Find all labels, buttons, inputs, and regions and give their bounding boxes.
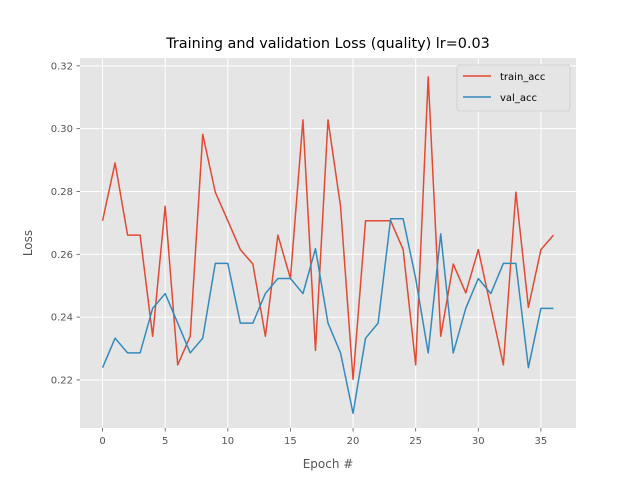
data-point-val-acc bbox=[452, 352, 454, 354]
data-point-val-acc bbox=[252, 322, 254, 324]
data-point-val-acc bbox=[377, 322, 379, 324]
data-point-train-acc bbox=[540, 248, 542, 250]
data-point-val-acc bbox=[139, 352, 141, 354]
data-point-val-acc bbox=[264, 292, 266, 294]
data-point-train-acc bbox=[302, 119, 304, 121]
data-point-train-acc bbox=[452, 263, 454, 265]
data-point-val-acc bbox=[314, 247, 316, 249]
data-point-val-acc bbox=[164, 292, 166, 294]
data-point-train-acc bbox=[515, 191, 517, 193]
x-axis-label: Epoch # bbox=[303, 457, 354, 471]
data-point-val-acc bbox=[227, 262, 229, 264]
data-point-train-acc bbox=[101, 219, 103, 221]
x-tick-label: 15 bbox=[284, 436, 297, 447]
data-point-val-acc bbox=[101, 366, 103, 368]
y-tick-label: 0.32 bbox=[51, 61, 73, 72]
data-point-val-acc bbox=[189, 352, 191, 354]
data-point-val-acc bbox=[515, 262, 517, 264]
data-point-val-acc bbox=[327, 322, 329, 324]
data-point-val-acc bbox=[302, 292, 304, 294]
data-point-val-acc bbox=[502, 262, 504, 264]
y-tick-label: 0.30 bbox=[51, 124, 73, 135]
data-point-val-acc bbox=[427, 352, 429, 354]
data-point-train-acc bbox=[239, 248, 241, 250]
data-point-train-acc bbox=[214, 191, 216, 193]
x-tick-label: 35 bbox=[535, 436, 548, 447]
series-lines bbox=[101, 76, 555, 414]
data-point-train-acc bbox=[314, 349, 316, 351]
data-point-train-acc bbox=[552, 234, 554, 236]
x-tick-label: 25 bbox=[409, 436, 422, 447]
y-tick-label: 0.28 bbox=[51, 187, 73, 198]
y-axis-label: Loss bbox=[21, 230, 35, 256]
data-point-val-acc bbox=[176, 322, 178, 324]
data-point-val-acc bbox=[389, 218, 391, 220]
data-point-train-acc bbox=[502, 364, 504, 366]
data-point-train-acc bbox=[339, 205, 341, 207]
legend: train_acc val_acc bbox=[456, 64, 571, 112]
x-tick-label: 5 bbox=[162, 436, 168, 447]
data-point-train-acc bbox=[264, 335, 266, 337]
data-point-train-acc bbox=[377, 219, 379, 221]
data-point-train-acc bbox=[364, 219, 366, 221]
series-line-val-acc bbox=[101, 218, 554, 414]
data-point-train-acc bbox=[352, 378, 354, 380]
data-point-train-acc bbox=[164, 205, 166, 207]
plot-area bbox=[80, 58, 576, 428]
data-point-val-acc bbox=[202, 337, 204, 339]
data-point-train-acc bbox=[440, 335, 442, 337]
data-point-val-acc bbox=[414, 277, 416, 279]
data-point-val-acc bbox=[364, 337, 366, 339]
data-point-train-acc bbox=[139, 234, 141, 236]
data-point-train-acc bbox=[427, 76, 429, 78]
data-point-val-acc bbox=[352, 412, 354, 414]
data-point-val-acc bbox=[277, 277, 279, 279]
data-point-train-acc bbox=[252, 263, 254, 265]
y-tick-label: 0.24 bbox=[51, 313, 73, 324]
data-point-train-acc bbox=[477, 248, 479, 250]
data-point-val-acc bbox=[527, 366, 529, 368]
y-tick-label: 0.26 bbox=[51, 250, 73, 261]
data-point-val-acc bbox=[151, 307, 153, 309]
data-point-train-acc bbox=[490, 306, 492, 308]
y-tick-label: 0.22 bbox=[51, 375, 73, 386]
data-point-val-acc bbox=[289, 277, 291, 279]
x-tick-label: 30 bbox=[472, 436, 485, 447]
data-point-train-acc bbox=[227, 219, 229, 221]
x-tick-label: 20 bbox=[347, 436, 360, 447]
data-point-val-acc bbox=[114, 337, 116, 339]
data-point-train-acc bbox=[189, 335, 191, 337]
data-point-val-acc bbox=[239, 322, 241, 324]
data-point-train-acc bbox=[151, 335, 153, 337]
data-point-val-acc bbox=[126, 352, 128, 354]
data-point-train-acc bbox=[114, 162, 116, 164]
data-point-train-acc bbox=[176, 364, 178, 366]
data-point-val-acc bbox=[402, 218, 404, 220]
data-point-train-acc bbox=[327, 119, 329, 121]
data-point-val-acc bbox=[465, 307, 467, 309]
data-point-train-acc bbox=[202, 133, 204, 135]
data-point-val-acc bbox=[440, 233, 442, 235]
data-point-val-acc bbox=[214, 262, 216, 264]
x-tick-label: 10 bbox=[221, 436, 234, 447]
legend-label-val-acc: val_acc bbox=[500, 93, 537, 104]
chart-title: Training and validation Loss (quality) l… bbox=[165, 36, 490, 52]
series-line-train-acc bbox=[101, 76, 555, 381]
data-point-train-acc bbox=[126, 234, 128, 236]
data-point-train-acc bbox=[277, 234, 279, 236]
data-point-train-acc bbox=[402, 248, 404, 250]
data-point-train-acc bbox=[414, 364, 416, 366]
data-point-val-acc bbox=[552, 307, 554, 309]
data-point-train-acc bbox=[465, 292, 467, 294]
x-tick-label: 0 bbox=[99, 436, 105, 447]
data-point-val-acc bbox=[540, 307, 542, 309]
data-point-val-acc bbox=[339, 352, 341, 354]
data-point-train-acc bbox=[527, 306, 529, 308]
data-point-val-acc bbox=[490, 292, 492, 294]
legend-label-train-acc: train_acc bbox=[500, 72, 545, 83]
axis-ticks: 0 5 10 15 20 25 30 35 0.22 0.24 0.26 0.28 0.30 0.32 bbox=[51, 61, 548, 447]
data-point-val-acc bbox=[477, 277, 479, 279]
